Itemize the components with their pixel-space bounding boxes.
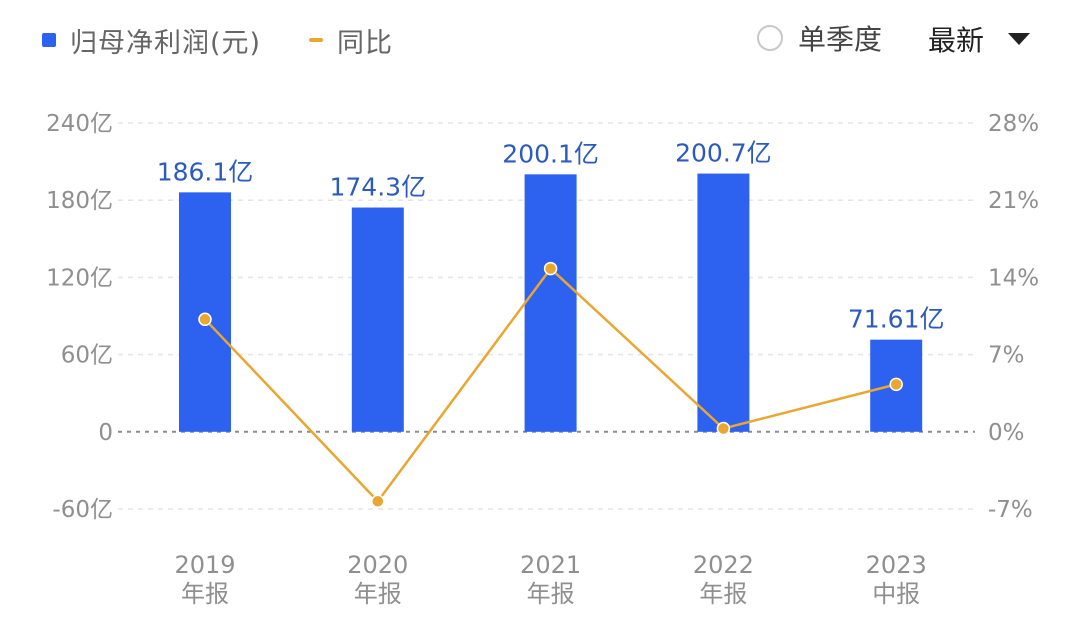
bar: [524, 174, 577, 432]
y-axis-right: 28% 21% 14% 7% 0% -7%: [988, 111, 1039, 523]
x-tick-label-report: 年报: [354, 580, 402, 608]
y-left-tick-label: 180亿: [46, 188, 113, 214]
y-left-tick-label: 240亿: [46, 111, 113, 137]
y-right-tick-label: 0%: [988, 420, 1025, 446]
yoy-point: [371, 494, 385, 509]
yoy-point: [198, 312, 212, 327]
bar: [697, 173, 750, 432]
y-left-tick-label: -60亿: [52, 497, 113, 523]
bar-series: [179, 173, 923, 432]
yoy-point: [716, 421, 731, 436]
y-left-tick-label: 120亿: [46, 265, 113, 291]
y-right-tick-label: 28%: [988, 111, 1039, 137]
legend-label-net-profit: 归母净利润(元): [70, 27, 262, 59]
y-left-tick-label: 0: [98, 420, 113, 446]
legend-bar-swatch: [42, 33, 56, 47]
y-right-tick-label: -7%: [988, 497, 1033, 523]
grid-lines: [118, 122, 975, 510]
x-tick-label-year: 2020: [347, 551, 408, 579]
chart-plot: 186.1亿 174.3亿 200.1亿 200.7亿 71.61亿 240亿 180亿 1…: [46, 111, 1039, 608]
period-select-value: 最新: [928, 24, 985, 57]
bar-data-label: 200.1亿: [502, 139, 599, 168]
x-tick-label-report: 年报: [699, 580, 747, 608]
legend-item-net-profit[interactable]: 归母净利润(元): [42, 20, 261, 60]
chevron-down-icon: [1008, 33, 1031, 45]
quarter-toggle-label[interactable]: 单季度: [798, 23, 883, 56]
bar: [179, 192, 231, 432]
chart-header: 归母净利润(元) 同比 单季度 最新: [0, 0, 1080, 80]
x-tick-label-report: 中报: [872, 580, 920, 608]
x-tick-label-report: 年报: [527, 580, 575, 608]
bar-data-label: 71.61亿: [848, 305, 945, 334]
x-tick-label-year: 2019: [174, 551, 235, 579]
y-right-tick-label: 21%: [988, 188, 1039, 214]
legend-item-yoy[interactable]: 同比: [309, 20, 393, 60]
data-labels: 186.1亿 174.3亿 200.1亿 200.7亿 71.61亿: [157, 139, 945, 334]
x-tick-label-report: 年报: [181, 580, 229, 608]
yoy-point: [543, 261, 558, 276]
bar-data-label: 200.7亿: [675, 139, 772, 168]
bar-data-label: 186.1亿: [157, 157, 254, 186]
x-tick-label-year: 2023: [866, 551, 927, 579]
yoy-point: [889, 377, 903, 392]
bar-data-label: 174.3亿: [330, 173, 427, 202]
period-select[interactable]: 最新: [928, 16, 1031, 62]
y-axis-left: 240亿 180亿 120亿 60亿 0 -60亿: [46, 111, 113, 523]
x-tick-label-year: 2021: [520, 551, 581, 579]
quarter-radio[interactable]: [757, 25, 783, 51]
y-right-tick-label: 14%: [988, 265, 1039, 291]
legend-label-yoy: 同比: [337, 27, 393, 59]
line-series: [198, 261, 903, 509]
y-left-tick-label: 60亿: [61, 343, 113, 369]
x-tick-label-year: 2022: [693, 551, 754, 579]
bar: [351, 207, 404, 432]
legend-line-swatch: [309, 38, 323, 42]
y-right-tick-label: 7%: [988, 343, 1025, 369]
